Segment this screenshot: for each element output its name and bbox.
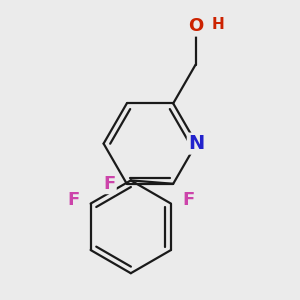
Text: O: O: [188, 17, 203, 35]
Text: H: H: [212, 17, 224, 32]
Text: N: N: [188, 134, 205, 153]
Text: F: F: [67, 191, 79, 209]
Text: F: F: [182, 191, 195, 209]
Text: F: F: [103, 175, 115, 193]
